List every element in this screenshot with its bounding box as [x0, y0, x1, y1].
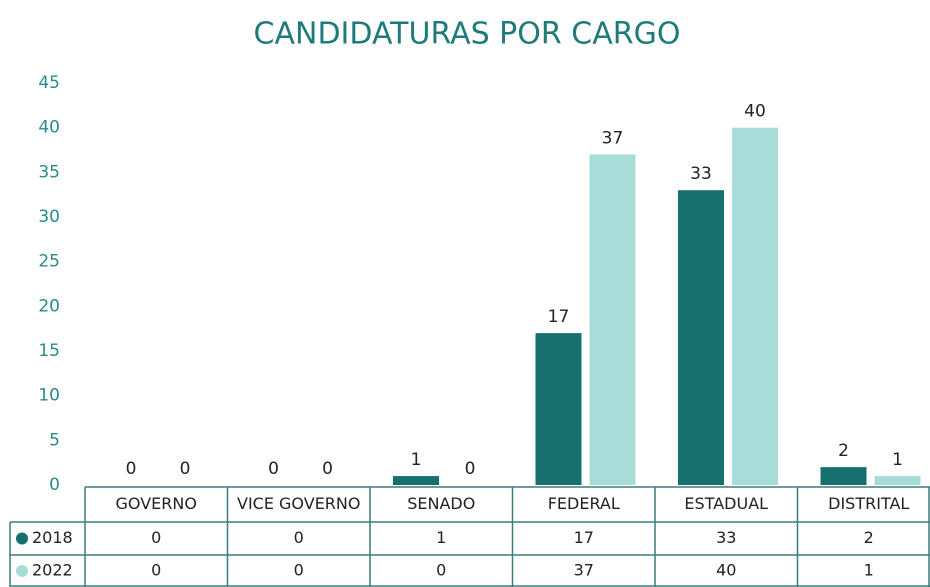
- chart-title: CANDIDATURAS POR CARGO: [254, 17, 681, 52]
- bar: [589, 154, 636, 485]
- legend-label: 2022: [32, 561, 73, 580]
- bar: [535, 333, 582, 485]
- table-cell: 37: [574, 561, 594, 580]
- data-label: 37: [602, 128, 624, 148]
- x-tick-label: ESTADUAL: [684, 494, 768, 513]
- bar: [874, 476, 921, 485]
- data-label: 1: [411, 450, 422, 470]
- y-tick-label: 20: [38, 296, 60, 316]
- data-label: 17: [548, 307, 570, 327]
- bar: [820, 467, 867, 485]
- legend-swatch: [16, 565, 28, 577]
- y-tick-label: 5: [49, 430, 60, 450]
- x-tick-label: DISTRITAL: [828, 494, 909, 513]
- x-tick-label: GOVERNO: [116, 494, 197, 513]
- table-cell: 0: [151, 561, 161, 580]
- table-cell: 33: [716, 528, 736, 547]
- table-cell: 40: [716, 561, 736, 580]
- table-cell: 17: [574, 528, 594, 547]
- data-label: 2: [838, 441, 849, 461]
- legend-swatch: [16, 532, 28, 545]
- table-cell: 2: [864, 528, 874, 547]
- y-tick-label: 40: [38, 118, 60, 138]
- y-tick-label: 45: [38, 73, 60, 93]
- y-tick-label: 10: [38, 386, 60, 406]
- data-label: 0: [126, 459, 137, 479]
- y-tick-label: 25: [38, 252, 60, 272]
- x-tick-label: VICE GOVERNO: [237, 494, 360, 513]
- y-tick-label: 0: [49, 475, 60, 495]
- data-label: 0: [268, 459, 279, 479]
- data-label: 33: [690, 164, 712, 184]
- bar: [393, 476, 439, 485]
- table-cell: 0: [436, 561, 446, 580]
- y-tick-label: 15: [38, 341, 60, 361]
- data-label: 1: [892, 450, 903, 470]
- data-label: 0: [180, 459, 191, 479]
- bar: [732, 127, 778, 486]
- bar: [678, 190, 724, 485]
- table-cell: 1: [436, 528, 446, 547]
- x-tick-label: FEDERAL: [548, 494, 620, 513]
- table-cell: 0: [294, 561, 304, 580]
- x-tick-label: SENADO: [407, 494, 475, 513]
- legend-label: 2018: [32, 528, 73, 547]
- data-label: 0: [322, 459, 333, 479]
- data-label: 40: [744, 102, 766, 122]
- table-cell: 0: [151, 528, 161, 547]
- table-cell: 1: [864, 561, 874, 580]
- table-cell: 0: [294, 528, 304, 547]
- y-tick-label: 35: [38, 162, 60, 182]
- data-label: 0: [465, 459, 476, 479]
- y-tick-label: 30: [38, 207, 60, 227]
